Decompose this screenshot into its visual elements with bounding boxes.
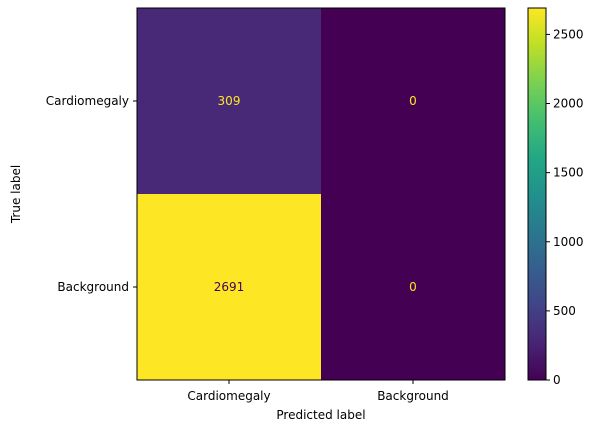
colorbar-gradient	[528, 8, 546, 380]
colorbar-tick-label: 2000	[553, 97, 584, 111]
y-tick-label: Background	[57, 280, 129, 294]
heatmap-cells: 309 0 2691 0	[137, 8, 506, 381]
heatmap-cell	[321, 194, 506, 381]
colorbar-tick-label: 1500	[553, 166, 584, 180]
colorbar-tick-label: 0	[553, 373, 561, 387]
y-tick-label: Cardiomegaly	[46, 94, 129, 108]
x-axis-label: Predicted label	[276, 408, 365, 422]
heatmap-cell	[137, 194, 322, 381]
colorbar-ticks: 0 500 1000 1500 2000 2500	[546, 27, 584, 387]
cell-value-label: 0	[409, 280, 417, 294]
colorbar-tick-label: 2500	[553, 27, 584, 41]
x-tick-label: Cardiomegaly	[187, 389, 270, 403]
colorbar-tick-label: 1000	[553, 235, 584, 249]
y-axis-label: True label	[9, 165, 23, 224]
plot-frame	[136, 7, 506, 381]
cell-value-label: 2691	[214, 280, 245, 294]
y-axis: Cardiomegaly Background	[46, 94, 137, 294]
x-axis: Cardiomegaly Background	[187, 380, 449, 403]
colorbar-frame	[527, 7, 547, 381]
cell-value-label: 0	[409, 94, 417, 108]
heatmap-cell	[321, 8, 506, 195]
cell-value-label: 309	[218, 94, 241, 108]
colorbar-tick-label: 500	[553, 304, 576, 318]
heatmap-cell	[137, 8, 322, 195]
x-tick-label: Background	[377, 389, 449, 403]
colorbar: 0 500 1000 1500 2000 2500	[527, 7, 584, 387]
